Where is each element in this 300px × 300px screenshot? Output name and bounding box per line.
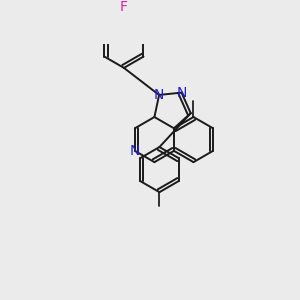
Text: N: N	[154, 88, 164, 102]
Text: N: N	[176, 85, 187, 100]
Text: F: F	[120, 0, 128, 14]
Text: N: N	[130, 144, 140, 158]
